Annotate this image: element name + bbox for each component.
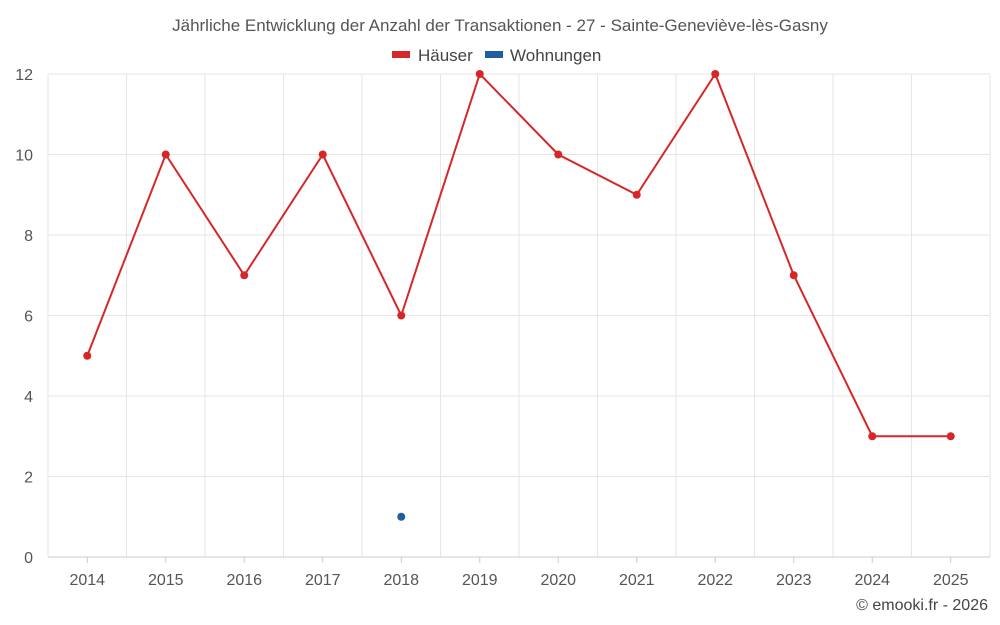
x-tick-label: 2023 bbox=[776, 572, 812, 589]
x-tick-label: 2021 bbox=[619, 572, 655, 589]
x-tick-label: 2014 bbox=[69, 572, 105, 589]
y-tick-label: 2 bbox=[24, 470, 33, 487]
series-line-haeuser bbox=[86, 71, 951, 438]
legend-item-wohnungen[interactable]: Wohnungen bbox=[485, 46, 601, 65]
data-point-haeuser-2025[interactable] bbox=[946, 432, 955, 441]
data-point-haeuser-2020[interactable] bbox=[554, 150, 563, 159]
x-tick-label: 2017 bbox=[305, 572, 341, 589]
y-tick-label: 10 bbox=[15, 148, 33, 165]
data-point-haeuser-2021[interactable] bbox=[632, 190, 641, 199]
y-tick-label: 0 bbox=[24, 550, 33, 567]
legend-swatch-haeuser bbox=[392, 51, 410, 58]
x-tick-label: 2025 bbox=[933, 572, 969, 589]
y-tick-label: 6 bbox=[24, 309, 33, 326]
data-point-haeuser-2024[interactable] bbox=[868, 432, 877, 441]
data-point-haeuser-2018[interactable] bbox=[397, 311, 406, 320]
data-point-wohnungen-2018[interactable] bbox=[397, 512, 406, 521]
data-point-haeuser-2014[interactable] bbox=[83, 351, 92, 360]
x-tick-label: 2016 bbox=[226, 572, 262, 589]
data-point-haeuser-2023[interactable] bbox=[789, 271, 798, 280]
legend-label-haeuser: Häuser bbox=[418, 46, 473, 65]
y-tick-label: 8 bbox=[24, 228, 33, 245]
legend-item-haeuser[interactable]: Häuser bbox=[392, 46, 473, 65]
x-tick-label: 2022 bbox=[697, 572, 733, 589]
axes: 0 2 4 6 8 10 12 2014 2015 2016 2017 2018 2019 2020 202… bbox=[15, 67, 990, 589]
data-point-haeuser-2022[interactable] bbox=[711, 70, 720, 78]
x-tick-label: 2015 bbox=[148, 572, 184, 589]
legend-label-wohnungen: Wohnungen bbox=[510, 46, 601, 65]
y-tick-label: 12 bbox=[15, 67, 33, 84]
data-point-haeuser-2019[interactable] bbox=[475, 70, 484, 78]
legend-swatch-wohnungen bbox=[485, 51, 503, 58]
series-haeuser bbox=[83, 70, 955, 441]
x-tick-label: 2024 bbox=[854, 572, 890, 589]
x-tick-label: 2019 bbox=[462, 572, 498, 589]
series bbox=[83, 70, 955, 521]
data-point-haeuser-2016[interactable] bbox=[240, 271, 249, 280]
legend: Häuser Wohnungen bbox=[392, 46, 601, 65]
x-tick-label: 2018 bbox=[383, 572, 419, 589]
y-tick-label: 4 bbox=[24, 389, 33, 406]
chart-title: Jährliche Entwicklung der Anzahl der Tra… bbox=[172, 16, 828, 35]
series-wohnungen bbox=[397, 512, 406, 521]
x-tick-label: 2020 bbox=[540, 572, 576, 589]
gridlines bbox=[47, 73, 991, 557]
data-point-haeuser-2015[interactable] bbox=[161, 150, 170, 159]
credit-text: © emooki.fr - 2026 bbox=[856, 597, 988, 614]
data-point-haeuser-2017[interactable] bbox=[318, 150, 327, 159]
